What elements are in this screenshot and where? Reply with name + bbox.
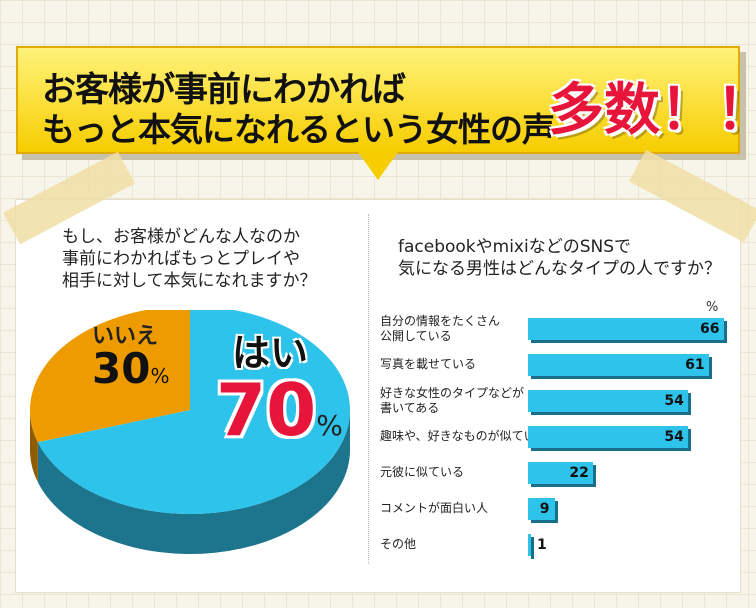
pie-question: もし、お客様がどんな人なのか 事前にわかればもっとプレイや 相手に対して本気にな… — [62, 226, 317, 292]
pie-slice-1 — [29, 306, 191, 443]
pie-label-no: いいえ — [92, 324, 159, 349]
bar-category-label: 写真を載せている — [380, 357, 477, 371]
bar-unit-label: % — [706, 300, 719, 315]
bar-mark — [528, 318, 724, 340]
pie-value-no-unit: % — [150, 364, 170, 388]
bar-value-label: 61 — [685, 357, 705, 373]
banner-speech-tail — [358, 152, 398, 180]
headline-emphasis: 多数！！ — [548, 78, 756, 143]
pie-chart: いいえ 30% はい 70% — [20, 306, 370, 560]
pie-svg — [29, 306, 350, 554]
pie-slice-0 — [37, 306, 350, 514]
bar-mark — [528, 354, 710, 376]
bar-category-label: 趣味や、好きなものが似ている — [380, 429, 548, 443]
headline-banner: お客様が事前にわかれば もっと本気になれるという女性の声 多数！！ — [16, 46, 756, 154]
bar-question-line-1: facebookやmixiなどのSNSで — [398, 237, 632, 257]
pie-value-no-number: 30 — [92, 344, 151, 393]
bar-value-label: 9 — [539, 501, 550, 517]
pie-question-line-2: 事前にわかればもっとプレイや — [62, 249, 300, 269]
bar-value-label: 66 — [700, 321, 720, 337]
pie-question-line-1: もし、お客様がどんな人なのか — [62, 227, 300, 247]
pie-value-yes-number: 70 — [216, 368, 317, 452]
bar-category-label: 自分の情報をたくさん 公開している — [380, 314, 501, 343]
pie-label-yes: はい — [232, 331, 309, 375]
bar-mark — [528, 462, 594, 484]
bar-category-label: 元彼に似ている — [380, 465, 465, 479]
bar-category-label: 好きな女性のタイプなどが 書いてある — [380, 386, 525, 415]
headline-line-2: もっと本気になれるという女性の声 — [42, 110, 555, 149]
pie-value-yes-unit: % — [316, 409, 343, 442]
bar-category-label: コメントが面白い人 — [380, 501, 489, 515]
pie-question-line-3: 相手に対して本気になれますか？ — [62, 271, 317, 291]
bar-mark — [528, 390, 689, 412]
bar-value-label: 22 — [569, 465, 589, 481]
panel-divider — [368, 214, 369, 564]
bar-mark — [528, 498, 555, 520]
bar-mark — [528, 534, 531, 556]
pie-side-1 — [30, 410, 38, 483]
bar-value-label: 1 — [537, 537, 547, 553]
bar-chart: % 自分の情報をたくさん 公開している 66 写真を載せている 61 好きな女性のタイプ… — [380, 296, 740, 566]
bar-value-label: 54 — [664, 393, 684, 409]
headline-line-1: お客様が事前にわかれば — [42, 70, 406, 110]
pie-value-no: 30% — [92, 348, 169, 390]
bar-category-label: その他 — [380, 537, 417, 551]
pie-side-0 — [37, 410, 350, 554]
pie-value-yes: 70% — [216, 374, 343, 446]
bar-value-label: 54 — [664, 429, 684, 445]
bar-mark — [528, 426, 689, 448]
bar-question-line-2: 気になる男性はどんなタイプの人ですか？ — [398, 259, 721, 279]
bar-question: facebookやmixiなどのSNSで 気になる男性はどんなタイプの人ですか？ — [398, 236, 721, 280]
